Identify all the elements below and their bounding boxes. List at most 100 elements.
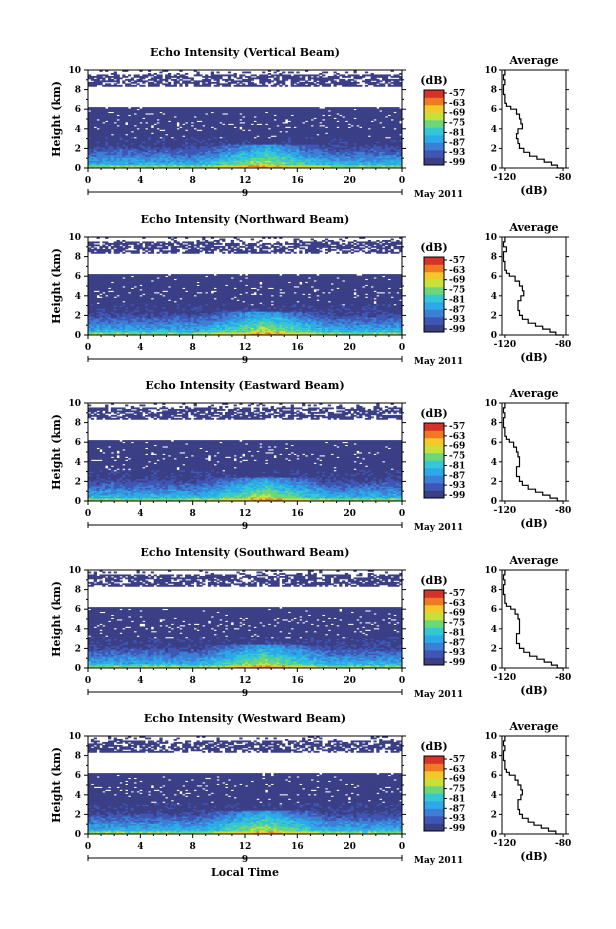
x-tick-label: 12 xyxy=(239,676,252,686)
colorbar-segment xyxy=(424,778,444,787)
colorbar-segment xyxy=(424,801,444,809)
colorbar-tick-label: -99 xyxy=(449,325,465,335)
x-tick-label: 16 xyxy=(291,509,304,519)
colorbar-segment xyxy=(424,112,444,121)
colorbar-frame xyxy=(423,589,445,666)
y-tick-label: 8 xyxy=(75,752,81,762)
y-tick-label: 6 xyxy=(75,272,81,282)
profile-x-tick-label: -80 xyxy=(555,173,571,183)
x-tick-label: 12 xyxy=(239,343,252,353)
y-tick-label: 2 xyxy=(75,810,81,820)
colorbar-unit: (dB) xyxy=(420,74,447,87)
y-tick-label: 8 xyxy=(75,586,81,596)
colorbar-segment xyxy=(424,445,444,454)
colorbar-segment xyxy=(424,793,444,802)
colorbar-segment xyxy=(424,127,444,136)
colorbar-segment xyxy=(424,590,444,598)
heatmap-cells xyxy=(88,736,403,835)
colorbar-tick-label: -81 xyxy=(449,794,465,804)
colorbar-tick-label: -63 xyxy=(449,99,465,109)
profile-y-tick-label: 10 xyxy=(484,399,497,409)
colorbar-tick-label: -75 xyxy=(449,619,465,629)
y-tick-label: 0 xyxy=(75,664,81,674)
colorbar-segment xyxy=(424,620,444,628)
y-tick-label: 2 xyxy=(75,144,81,154)
colorbar-tick-label: -99 xyxy=(449,158,465,168)
colorbar-frame xyxy=(423,89,445,166)
y-axis-label: Height (km) xyxy=(50,747,63,823)
colorbar-tick-label: -75 xyxy=(449,119,465,129)
y-tick-label: 8 xyxy=(75,419,81,429)
profile-x-tick-label: -120 xyxy=(494,173,517,183)
x-tick-label: 12 xyxy=(239,509,252,519)
x-tick-label: 20 xyxy=(343,509,356,519)
colorbar-segment xyxy=(424,597,444,606)
colorbar-tick-label: -99 xyxy=(449,824,465,834)
colorbar-unit: (dB) xyxy=(420,740,447,753)
x-tick-label: 0 xyxy=(85,842,91,852)
profile-frame xyxy=(501,569,567,669)
colorbar-tick-label: -81 xyxy=(449,628,465,638)
x-tick-label: 4 xyxy=(137,676,143,686)
x-tick-label: 0 xyxy=(85,343,91,353)
y-tick-label: 4 xyxy=(75,625,81,635)
colorbar-frame xyxy=(423,755,445,832)
colorbar-segment xyxy=(424,157,444,166)
profile-y-tick-label: 10 xyxy=(484,732,497,742)
colorbar-unit: (dB) xyxy=(420,241,447,254)
profile-y-tick-label: 4 xyxy=(491,625,497,635)
colorbar-tick-label: -57 xyxy=(449,755,465,765)
x-tick-label: 12 xyxy=(239,176,252,186)
profile-y-tick-label: 4 xyxy=(491,292,497,302)
colorbar-segment xyxy=(424,257,444,265)
colorbar-tick-label: -63 xyxy=(449,599,465,609)
colorbar-segment xyxy=(424,423,444,431)
profile-y-tick-label: 8 xyxy=(491,86,497,96)
colorbar-tick-label: -69 xyxy=(449,109,465,119)
profile-y-tick-label: 0 xyxy=(491,497,497,507)
y-axis-label: Height (km) xyxy=(50,248,63,324)
x-tick-label: 0 xyxy=(399,509,405,519)
colorbar-segment xyxy=(424,105,444,113)
colorbar-tick-label: -81 xyxy=(449,128,465,138)
date-label: May 2011 xyxy=(414,856,463,866)
date-label: May 2011 xyxy=(414,190,463,200)
colorbar-tick-label: -81 xyxy=(449,461,465,471)
colorbar-tick-label: -93 xyxy=(449,148,465,158)
profile-y-tick-label: 2 xyxy=(491,144,497,154)
panel-title: Echo Intensity (Westward Beam) xyxy=(144,712,346,725)
y-tick-label: 4 xyxy=(75,292,81,302)
x-tick-label: 20 xyxy=(343,343,356,353)
colorbar-tick-label: -57 xyxy=(449,89,465,99)
profile-x-label: (dB) xyxy=(520,850,547,863)
colorbar-segment xyxy=(424,483,444,491)
colorbar-tick-label: -99 xyxy=(449,658,465,668)
colorbar-segment xyxy=(424,468,444,476)
x-tick-label: 0 xyxy=(399,842,405,852)
x-tick-label: 8 xyxy=(190,509,196,519)
profile-x-label: (dB) xyxy=(520,517,547,530)
profile-y-tick-label: 10 xyxy=(484,66,497,76)
colorbar-segment xyxy=(424,771,444,779)
profile-y-tick-label: 4 xyxy=(491,458,497,468)
y-tick-label: 4 xyxy=(75,791,81,801)
colorbar-tick-label: -63 xyxy=(449,432,465,442)
colorbar-segment xyxy=(424,309,444,318)
colorbar-segment xyxy=(424,808,444,817)
colorbar-tick-label: -93 xyxy=(449,315,465,325)
y-tick-label: 0 xyxy=(75,164,81,174)
y-tick-label: 0 xyxy=(75,497,81,507)
profile-frame xyxy=(501,69,567,169)
colorbar-tick-label: -93 xyxy=(449,481,465,491)
x-tick-label: 16 xyxy=(291,343,304,353)
colorbar-segment xyxy=(424,642,444,651)
profile-title: Average xyxy=(508,54,558,67)
colorbar-segment xyxy=(424,294,444,303)
profile-y-tick-label: 8 xyxy=(491,253,497,263)
profile-y-tick-label: 0 xyxy=(491,830,497,840)
y-tick-label: 2 xyxy=(75,477,81,487)
colorbar-segment xyxy=(424,317,444,325)
profile-title: Average xyxy=(508,387,558,400)
profile-y-tick-label: 8 xyxy=(491,586,497,596)
